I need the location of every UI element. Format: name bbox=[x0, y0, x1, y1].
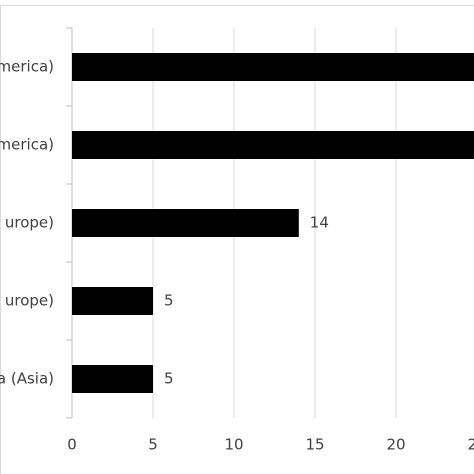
chart-frame bbox=[0, 5, 474, 474]
x-tick-label: 10 bbox=[224, 436, 243, 454]
data-label: 5 bbox=[164, 292, 174, 310]
y-tick-label: urope) bbox=[5, 292, 54, 310]
y-tick-label: a (Asia) bbox=[0, 370, 54, 388]
y-tick-label: merica) bbox=[0, 58, 54, 76]
bar bbox=[72, 131, 474, 159]
y-tick-label: merica) bbox=[0, 136, 54, 154]
x-tick-label: 0 bbox=[67, 436, 77, 454]
x-tick-label: 25 bbox=[467, 436, 474, 454]
bar bbox=[72, 287, 153, 315]
data-label: 5 bbox=[164, 370, 174, 388]
bar bbox=[72, 53, 474, 81]
bar bbox=[72, 365, 153, 393]
x-tick-label: 15 bbox=[305, 436, 324, 454]
x-tick-label: 20 bbox=[386, 436, 405, 454]
y-tick-label: urope) bbox=[5, 214, 54, 232]
x-tick-label: 5 bbox=[148, 436, 158, 454]
data-label: 14 bbox=[310, 214, 329, 232]
bar bbox=[72, 209, 299, 237]
